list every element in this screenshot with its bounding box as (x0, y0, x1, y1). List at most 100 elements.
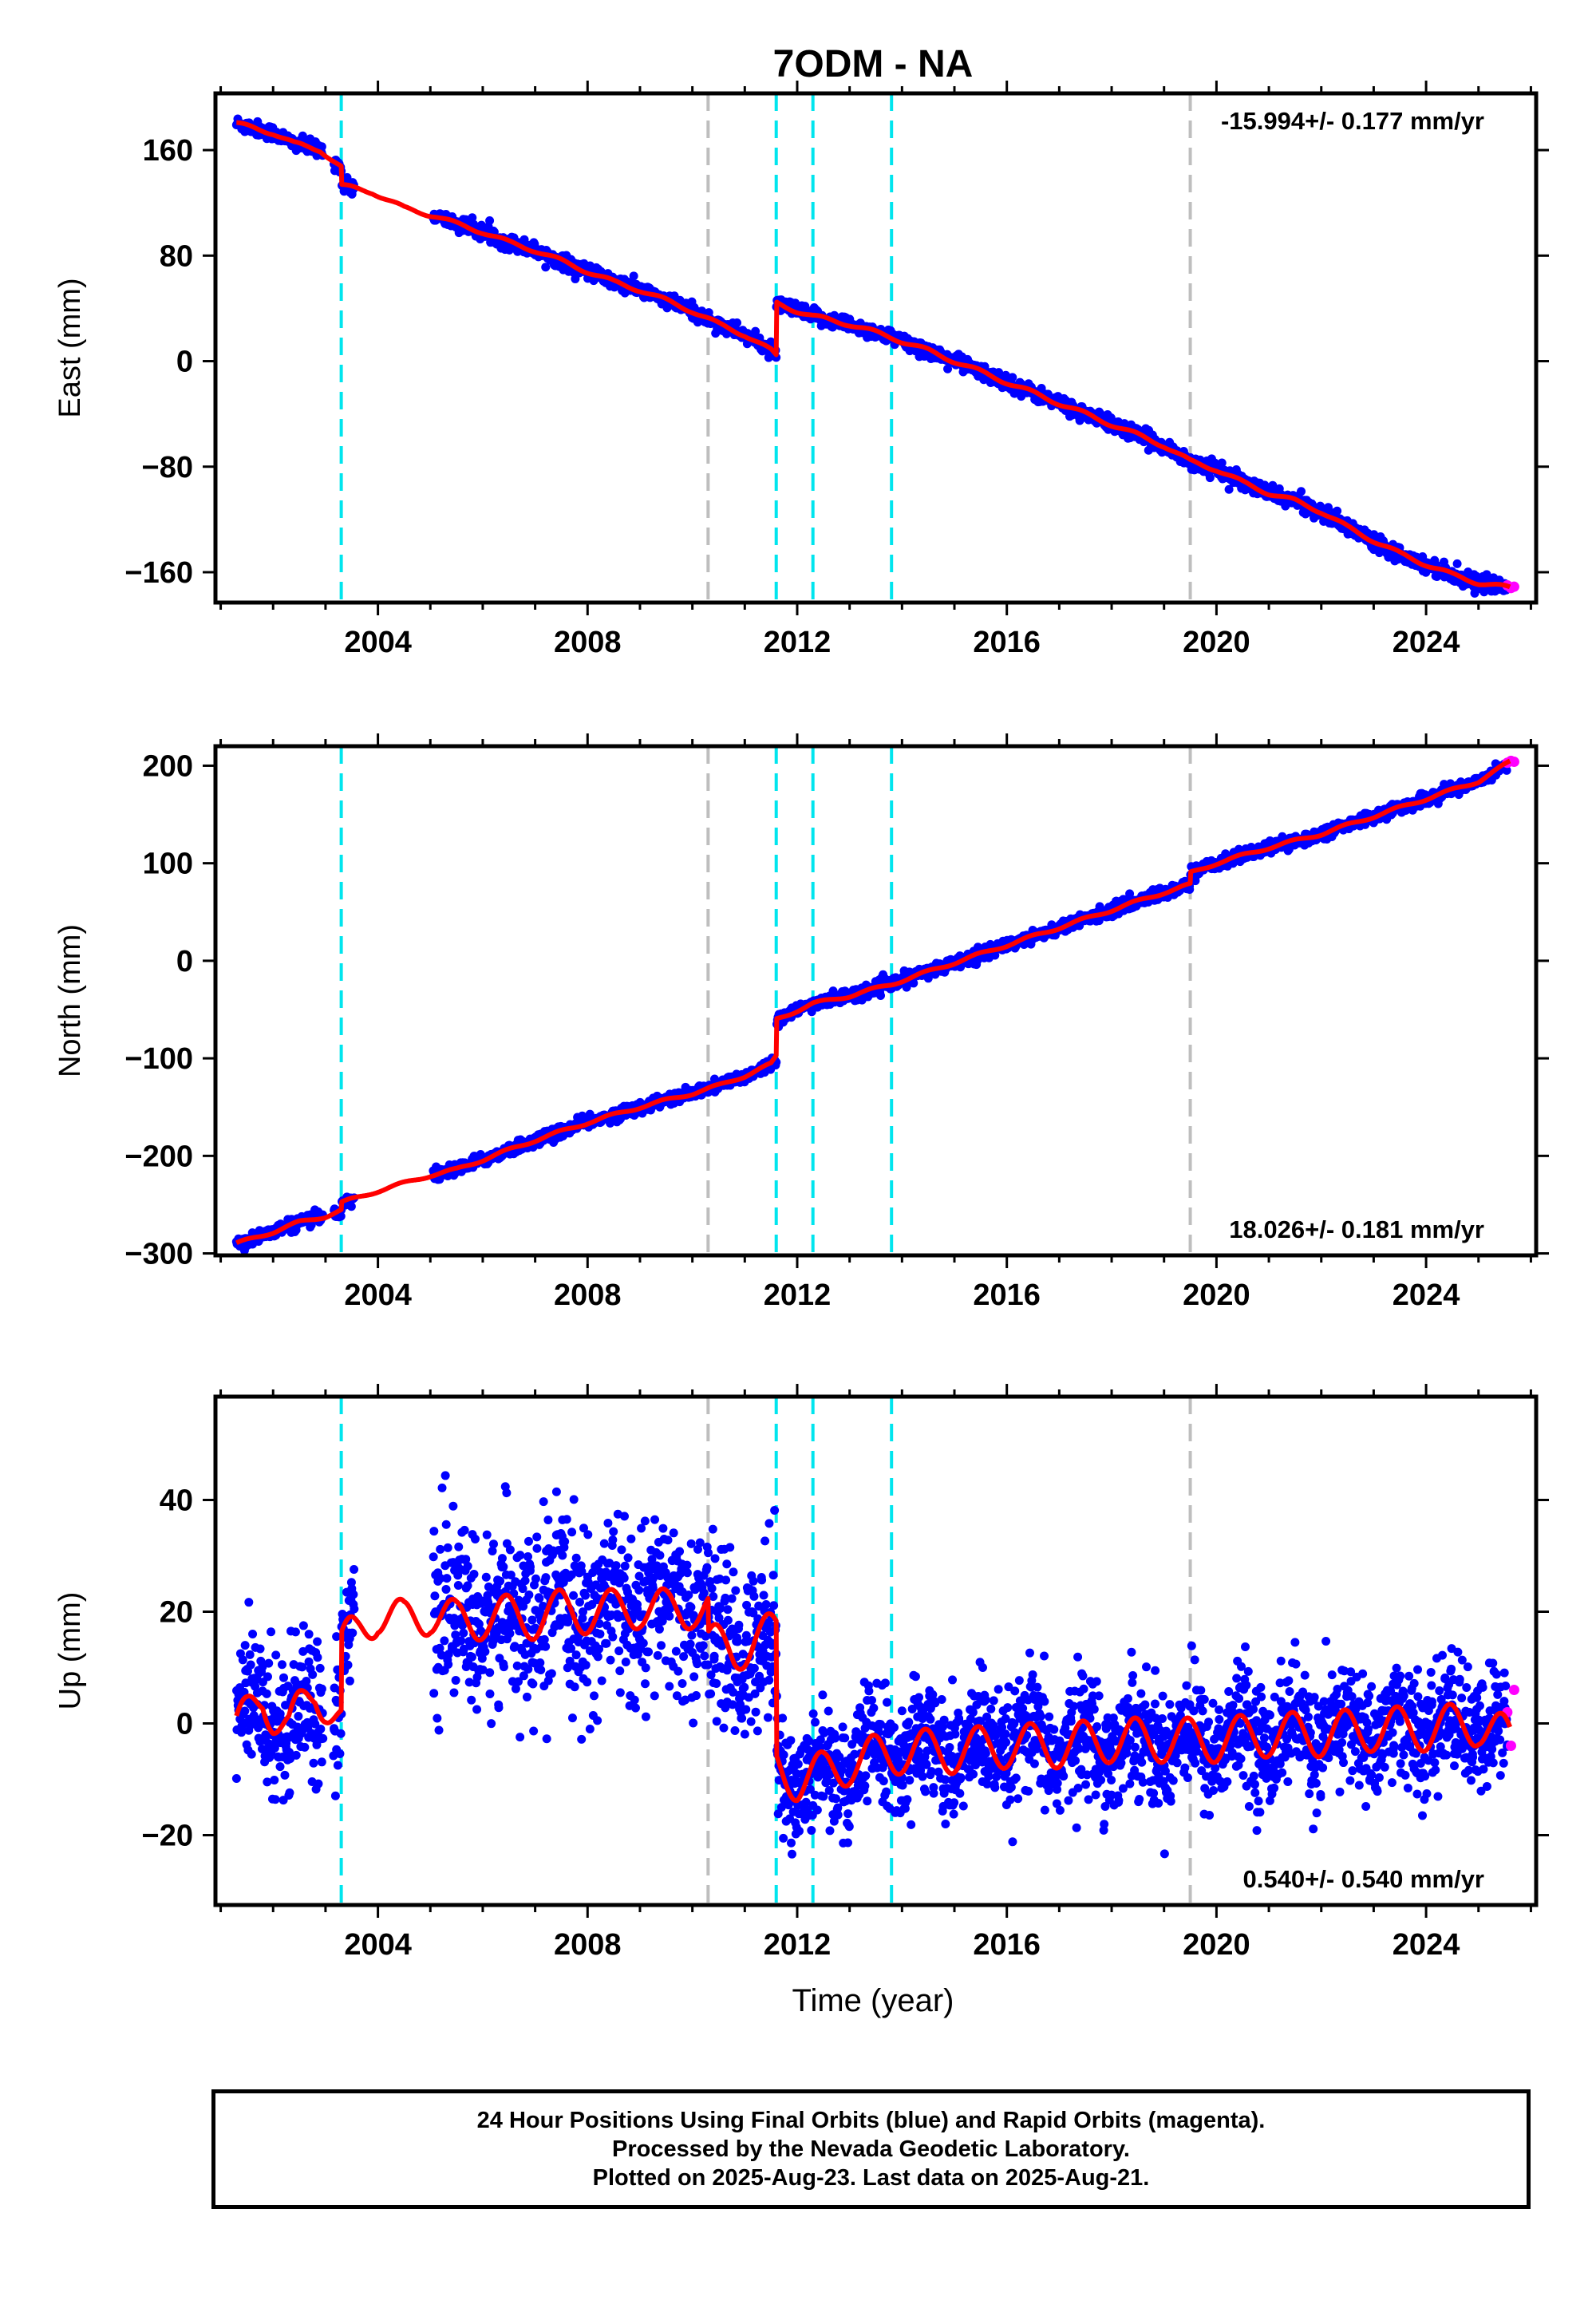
up-daily-solution (318, 1733, 328, 1743)
up-daily-solution (602, 1638, 611, 1648)
up-daily-solution (669, 1528, 678, 1538)
up-daily-solution (678, 1679, 687, 1689)
up-daily-solution (290, 1627, 300, 1637)
up-daily-solution (505, 1545, 515, 1555)
up-daily-solution (279, 1673, 289, 1682)
up-daily-solution (641, 1712, 650, 1721)
up-daily-solution (454, 1542, 464, 1551)
up-daily-solution (430, 1591, 440, 1601)
up-daily-solution (653, 1650, 662, 1660)
up-daily-solution (712, 1717, 721, 1726)
up-daily-solution (597, 1676, 606, 1686)
up-daily-solution (682, 1568, 692, 1578)
up-daily-solution (313, 1653, 322, 1662)
up-daily-solution (240, 1706, 250, 1716)
up-daily-solution (543, 1516, 553, 1525)
east-y-tick-label: 0 (176, 346, 193, 379)
up-daily-solution (271, 1650, 281, 1660)
east-daily-solution (485, 216, 495, 226)
north-x-tick-label: 2016 (973, 1279, 1041, 1312)
up-daily-solution (723, 1615, 733, 1625)
up-daily-solution (523, 1551, 533, 1561)
up-daily-solution (469, 1569, 479, 1579)
up-daily-solution (571, 1553, 581, 1563)
up-daily-solution (730, 1726, 740, 1736)
up-daily-solution (314, 1779, 323, 1788)
up-daily-solution (535, 1594, 544, 1603)
up-daily-solution (631, 1703, 641, 1713)
up-daily-solution (547, 1669, 556, 1678)
up-daily-solution (453, 1580, 463, 1590)
up-daily-solution (542, 1734, 551, 1744)
up-daily-solution (712, 1678, 721, 1688)
up-daily-solution (248, 1629, 258, 1638)
up-daily-solution (665, 1682, 674, 1691)
east-x-tick-label: 2024 (1393, 626, 1460, 659)
up-daily-solution (443, 1543, 452, 1552)
up-daily-solution (336, 1729, 346, 1738)
up-daily-solution (725, 1543, 735, 1552)
up-daily-solution (499, 1662, 508, 1672)
up-daily-solution (617, 1545, 626, 1555)
up-daily-solution (429, 1689, 439, 1698)
up-daily-solution (440, 1636, 449, 1646)
up-daily-solution (429, 1527, 439, 1536)
up-daily-solution (655, 1551, 665, 1560)
chart-title: 7ODM - NA (773, 43, 974, 85)
up-daily-solution (567, 1528, 577, 1537)
up-daily-solution (630, 1695, 639, 1705)
up-daily-solution (698, 1641, 708, 1650)
up-daily-solution (333, 1761, 342, 1770)
up-daily-solution (708, 1524, 717, 1534)
east-x-tick-label: 2016 (973, 626, 1041, 659)
up-daily-solution (516, 1733, 525, 1742)
up-daily-solution (440, 1471, 450, 1480)
up-daily-solution (658, 1524, 668, 1533)
up-daily-solution (316, 1725, 326, 1734)
up-daily-solution (679, 1652, 689, 1662)
north-y-tick-label: 0 (176, 945, 193, 978)
up-daily-solution (304, 1630, 314, 1639)
east-daily-solution (733, 318, 742, 328)
east-daily-solution (943, 364, 953, 373)
north-x-tick-label: 2024 (1393, 1279, 1460, 1312)
up-daily-solution (654, 1624, 664, 1634)
up-daily-solution (536, 1665, 546, 1674)
east-x-tick-label: 2020 (1183, 626, 1250, 659)
up-daily-solution (231, 1773, 241, 1783)
north-y-tick-label: −200 (124, 1140, 193, 1173)
up-daily-solution (335, 1749, 345, 1758)
up-daily-solution (577, 1734, 587, 1744)
up-daily-solution (528, 1679, 538, 1689)
up-daily-solution (675, 1547, 685, 1556)
up-daily-solution (532, 1543, 542, 1553)
up-daily-solution (448, 1501, 458, 1511)
up-daily-solution (541, 1573, 551, 1583)
up-daily-solution (620, 1512, 630, 1521)
up-daily-solution (285, 1788, 294, 1797)
up-daily-solution (472, 1705, 482, 1714)
east-panel: 2004 2008 2012 2016 2020 2024−160−80080160Eas… (53, 81, 1549, 659)
up-daily-solution (470, 1534, 480, 1543)
up-daily-solution (663, 1535, 673, 1545)
up-daily-solution (590, 1691, 599, 1701)
north-rate-label: 18.026+/- 0.181 mm/yr (1229, 1215, 1484, 1243)
up-daily-solution (263, 1672, 272, 1682)
east-daily-solution (751, 326, 760, 336)
north-x-tick-label: 2004 (344, 1279, 412, 1312)
up-daily-solution (644, 1647, 654, 1657)
up-daily-solution (729, 1567, 738, 1577)
up-daily-solution (240, 1641, 250, 1650)
up-daily-solution (623, 1553, 633, 1563)
up-daily-solution (434, 1725, 444, 1735)
east-y-axis-title: East (mm) (53, 278, 87, 417)
up-daily-solution (451, 1675, 460, 1685)
up-daily-solution (583, 1530, 593, 1539)
up-daily-solution (441, 1584, 451, 1594)
up-daily-solution (558, 1551, 567, 1560)
north-rapid-solution-2 (1508, 757, 1519, 768)
up-daily-solution (518, 1584, 527, 1594)
north-x-tick-label: 2008 (554, 1279, 622, 1312)
up-daily-solution (456, 1636, 466, 1646)
up-daily-solution (603, 1518, 613, 1528)
